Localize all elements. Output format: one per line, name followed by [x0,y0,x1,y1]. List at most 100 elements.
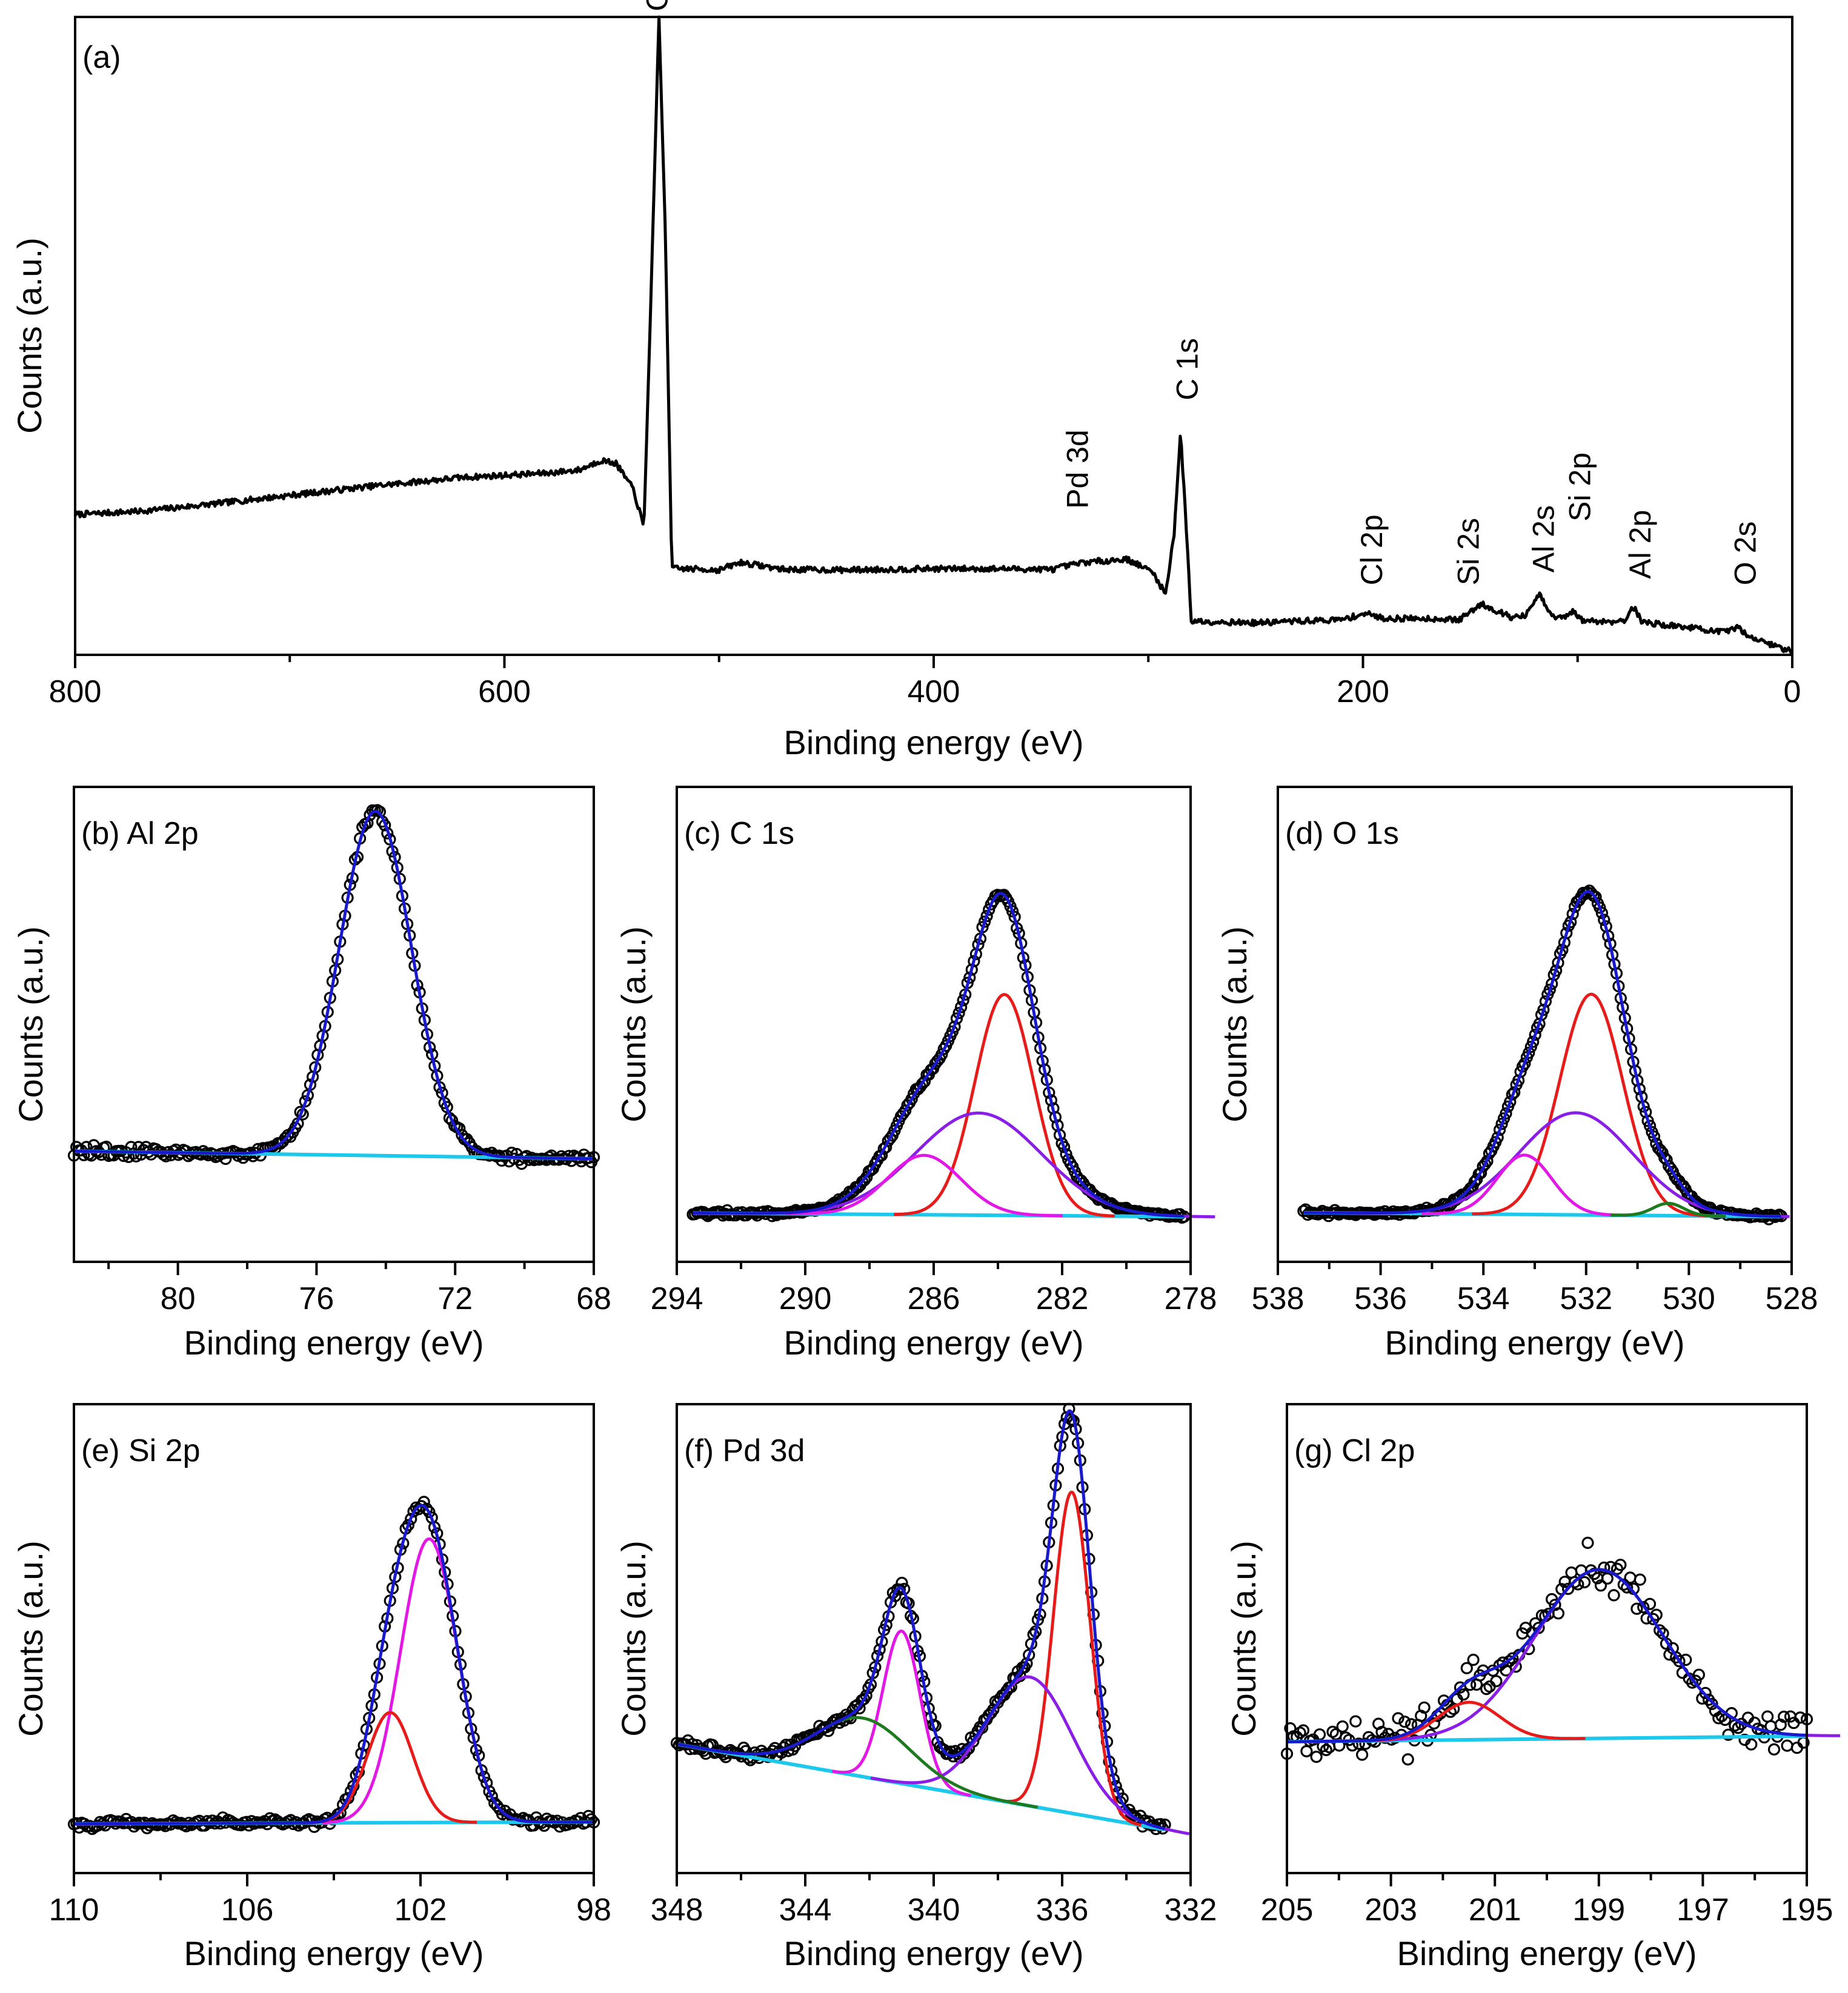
peak-label: C 1s [1170,338,1204,400]
data-point [1057,1141,1071,1153]
x-tick-label: 199 [1572,1892,1625,1928]
data-point [1594,1579,1607,1592]
data-point [1614,1559,1627,1571]
component-peak [302,1711,478,1825]
component-peak [1421,1153,1628,1217]
data-point [1644,1119,1657,1132]
x-tick-label: 0 [1784,674,1801,709]
panel-b-ticks: 80 76 72 68 [107,1262,611,1316]
peak-label: O 1s [640,0,674,12]
data-point [1467,1653,1480,1666]
data-point [1023,1648,1035,1662]
data-point [1601,1572,1614,1585]
panel-c-title: (c) C 1s [684,816,794,851]
x-tick-label: 102 [394,1892,447,1928]
data-point [423,1505,436,1519]
data-point [1457,1688,1470,1701]
data-point [967,1735,980,1748]
data-point [893,1583,906,1596]
data-point [1581,1536,1594,1549]
data-point [1495,1118,1508,1130]
x-tick-label: 294 [651,1281,703,1316]
envelope-fit [676,1409,1166,1831]
panel-f-title: (f) Pd 3d [684,1433,805,1468]
envelope-fit [73,809,594,1161]
component-peak [785,1153,1063,1218]
panel-c-frame [676,786,1192,1263]
data-point [1673,1655,1686,1668]
panel-e-series [67,1496,600,1835]
component-peak [1609,1201,1727,1218]
x-tick-label: 332 [1165,1892,1217,1928]
data-point [1630,1602,1643,1615]
x-tick-label: 110 [49,1892,99,1928]
data-point [1647,1130,1661,1143]
data-point [1336,1720,1349,1733]
data-point [485,1790,498,1803]
panel-b-al2p: 80 76 72 68 (b) Al 2p Binding energy (eV) C… [12,786,611,1362]
x-tick-label: 76 [299,1281,334,1316]
data-point [585,1813,597,1826]
panel-a-xlabel: Binding energy (eV) [784,723,1084,761]
data-point [1300,1745,1313,1757]
panel-b-frame [73,786,595,1263]
x-tick-label: 200 [1337,674,1389,709]
data-point [1692,1668,1705,1681]
panel-e-xlabel: Binding energy (eV) [184,1934,484,1972]
x-tick-label: 348 [651,1892,703,1928]
data-point [1566,907,1579,920]
data-point [83,1820,96,1832]
data-point [1578,1576,1591,1588]
panel-d-ylabel: Counts (a.u.) [1215,926,1254,1123]
panel-g-frame [1286,1403,1808,1874]
envelope-fit [1303,890,1782,1218]
component-peak [1362,1111,1790,1218]
x-tick-label: 72 [437,1281,473,1316]
x-tick-label: 536 [1354,1281,1407,1316]
panel-d-ticks: 538 536 534 532 530 528 [1252,1262,1818,1316]
peak-label: Al 2s [1526,505,1560,572]
data-point [402,1519,415,1531]
data-point [905,1093,918,1106]
x-tick-label: 68 [576,1281,611,1316]
x-tick-label: 532 [1560,1281,1612,1316]
panel-a-ticks: 800 600 400 200 0 [49,655,1801,709]
data-point [1624,1571,1637,1584]
data-point [1562,1582,1575,1595]
x-tick-label: 800 [49,674,102,709]
data-point [1634,1573,1646,1586]
data-point [1722,1728,1735,1741]
x-tick-label: 201 [1469,1892,1521,1928]
panel-f-series [670,1402,1190,1835]
data-point [1401,1753,1414,1766]
panel-c-xlabel: Binding energy (eV) [784,1324,1084,1362]
data-point [1699,1686,1712,1699]
data-point [420,1502,433,1515]
peak-label: Cl 2p [1355,514,1389,585]
x-tick-label: 203 [1364,1892,1417,1928]
data-point [1745,1738,1758,1751]
panel-b-series [67,804,600,1170]
data-point [206,1814,219,1827]
panel-e-ylabel: Counts (a.u.) [12,1540,50,1737]
x-tick-label: 600 [478,674,531,709]
panel-b-title: (b) Al 2p [81,816,199,851]
data-point [1598,1561,1610,1574]
envelope-fit [73,1504,594,1826]
data-point [1500,1107,1512,1120]
peak-label: Si 2s [1452,518,1486,585]
data-point [1320,1743,1332,1756]
x-tick-label: 340 [908,1892,960,1928]
data-point [1481,1155,1494,1167]
panel-f-xlabel: Binding energy (eV) [784,1934,1084,1972]
data-point [853,1702,866,1715]
data-point [1297,1724,1310,1737]
panel-g-cl2p: 205 203 201 199 197 195 (g) Cl 2p Binding ene… [1225,1403,1840,1972]
panel-e-frame [73,1403,595,1874]
component-peak [742,1111,1215,1219]
component-peak [1357,1568,1840,1743]
panel-g-series [1280,1536,1840,1766]
x-tick-label: 290 [779,1281,832,1316]
panel-g-xlabel: Binding energy (eV) [1397,1934,1697,1972]
